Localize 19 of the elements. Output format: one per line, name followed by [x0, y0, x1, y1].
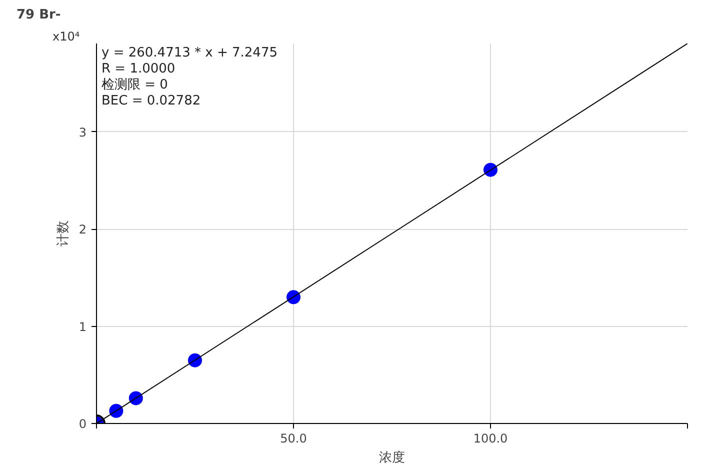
x-axis-title: 浓度 — [379, 450, 405, 466]
annotation: 检测限 = 0 — [102, 78, 168, 92]
x-tick-label: 100.0 — [473, 432, 508, 446]
y-tick-label: 3 — [78, 125, 87, 140]
point — [128, 391, 143, 406]
annotation: y = 260.4713 * x + 7.2475 — [102, 46, 278, 60]
chart-title: 79 Br- — [16, 8, 61, 22]
y-tick-label: 2 — [78, 222, 87, 237]
point — [484, 162, 498, 177]
y-axis-title: 计数 — [56, 220, 71, 246]
y-tick-label: 0 — [78, 417, 87, 431]
point — [286, 290, 300, 304]
annotation: R = 1.0000 — [102, 62, 176, 76]
annotation: BEC = 0.02782 — [102, 94, 201, 108]
point — [109, 404, 124, 418]
text: x10⁴ — [52, 30, 80, 44]
y-tick-label: 1 — [78, 320, 87, 334]
x-tick-label: 50.0 — [280, 432, 307, 446]
point — [188, 353, 202, 368]
